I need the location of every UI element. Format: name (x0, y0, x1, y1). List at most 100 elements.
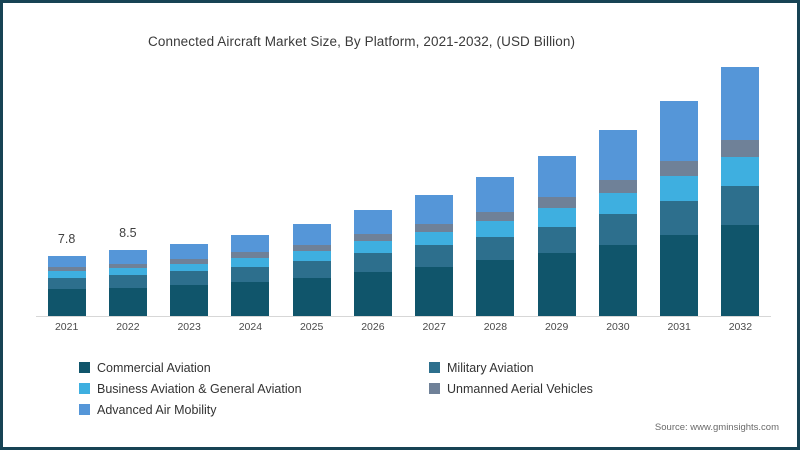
legend-label: Unmanned Aerial Vehicles (447, 381, 593, 396)
bar-segment[interactable] (721, 139, 760, 158)
legend-swatch-icon (79, 404, 90, 415)
bar-segment[interactable] (353, 234, 392, 242)
x-axis-tick-2023: 2023 (177, 321, 201, 333)
x-axis-tick-2031: 2031 (667, 321, 691, 333)
bar-segment[interactable] (353, 253, 392, 273)
bar-value-label-2021: 7.8 (57, 231, 76, 246)
bar-segment[interactable] (415, 232, 454, 246)
bar-column-2029[interactable] (537, 155, 576, 317)
x-axis-line (36, 316, 771, 317)
bar-segment[interactable] (231, 235, 270, 253)
bar-segment[interactable] (660, 161, 699, 177)
bar-segment[interactable] (721, 66, 760, 140)
bar-segment[interactable] (353, 272, 392, 317)
bar-column-2023[interactable] (170, 243, 209, 317)
bar-segment[interactable] (598, 192, 637, 214)
legend-item-business-aviation-general-aviation[interactable]: Business Aviation & General Aviation (79, 382, 429, 396)
bar-segment[interactable] (537, 155, 576, 198)
bar-segment[interactable] (721, 185, 760, 225)
x-axis-tick-2022: 2022 (116, 321, 140, 333)
bar-column-2030[interactable] (598, 129, 637, 317)
bar-segment[interactable] (476, 176, 515, 212)
legend-swatch-icon (429, 383, 440, 394)
bar-column-2026[interactable] (353, 210, 392, 317)
bar-segment[interactable] (170, 263, 209, 272)
bar-segment[interactable] (476, 260, 515, 317)
bar-segment[interactable] (108, 263, 147, 269)
bar-segment[interactable] (47, 255, 86, 268)
bar-segment[interactable] (598, 129, 637, 181)
bar-segment[interactable] (660, 235, 699, 317)
bar-segment[interactable] (292, 261, 331, 278)
bar-segment[interactable] (476, 221, 515, 237)
legend-swatch-icon (79, 383, 90, 394)
bar-segment[interactable] (598, 180, 637, 193)
x-axis-tick-2028: 2028 (483, 321, 508, 333)
legend-item-military-aviation[interactable]: Military Aviation (429, 361, 534, 375)
bar-segment[interactable] (476, 211, 515, 221)
bar-segment[interactable] (292, 250, 331, 262)
bar-segment[interactable] (537, 208, 576, 227)
bar-segment[interactable] (231, 281, 270, 317)
bar-segment[interactable] (47, 271, 86, 278)
bar-segment[interactable] (108, 250, 147, 264)
bar-segment[interactable] (108, 268, 147, 276)
bar-segment[interactable] (47, 277, 86, 290)
bar-segment[interactable] (537, 197, 576, 209)
chart-title: Connected Aircraft Market Size, By Platf… (148, 34, 576, 49)
bar-segment[interactable] (47, 289, 86, 317)
bar-column-2032[interactable] (721, 66, 760, 317)
legend-swatch-icon (79, 362, 90, 373)
legend-item-unmanned-aerial-vehicles[interactable]: Unmanned Aerial Vehicles (429, 382, 593, 396)
legend-swatch-icon (429, 362, 440, 373)
bar-segment[interactable] (170, 271, 209, 285)
bar-segment[interactable] (292, 277, 331, 317)
bar-column-2028[interactable] (476, 176, 515, 317)
bar-segment[interactable] (170, 284, 209, 317)
bar-segment[interactable] (598, 244, 637, 317)
bar-column-2027[interactable] (415, 195, 454, 317)
bar-segment[interactable] (660, 200, 699, 236)
x-axis-tick-2027: 2027 (422, 321, 446, 333)
bar-column-2031[interactable] (660, 100, 699, 317)
bar-segment[interactable] (292, 224, 331, 245)
bar-segment[interactable] (47, 267, 86, 272)
bar-segment[interactable] (415, 266, 454, 317)
x-axis-tick-2025: 2025 (299, 321, 324, 333)
bar-column-2024[interactable] (231, 235, 270, 317)
bar-segment[interactable] (598, 213, 637, 245)
bar-segment[interactable] (231, 257, 270, 267)
bar-segment[interactable] (415, 245, 454, 267)
bar-column-2021[interactable] (47, 255, 86, 317)
x-axis-tick-2032: 2032 (728, 321, 753, 333)
bar-segment[interactable] (721, 224, 760, 317)
bar-segment[interactable] (415, 224, 454, 233)
bar-column-2022[interactable] (108, 250, 147, 317)
bar-segment[interactable] (353, 241, 392, 254)
bar-segment[interactable] (537, 226, 576, 254)
bar-segment[interactable] (170, 243, 209, 259)
legend-label: Advanced Air Mobility (97, 402, 217, 417)
bar-segment[interactable] (108, 275, 147, 288)
bar-segment[interactable] (108, 287, 147, 317)
bar-segment[interactable] (353, 210, 392, 235)
bar-segment[interactable] (292, 244, 331, 251)
bar-segment[interactable] (721, 157, 760, 186)
legend-label: Military Aviation (447, 360, 534, 375)
bar-segment[interactable] (476, 236, 515, 261)
x-axis-tick-2021: 2021 (54, 321, 79, 333)
legend-item-commercial-aviation[interactable]: Commercial Aviation (79, 361, 429, 375)
bar-segment[interactable] (231, 252, 270, 258)
bar-segment[interactable] (415, 195, 454, 225)
bar-segment[interactable] (231, 266, 270, 282)
legend-row: Commercial Aviation Military Aviation (79, 357, 719, 378)
x-axis-tick-2029: 2029 (544, 321, 569, 333)
bar-segment[interactable] (170, 258, 209, 264)
bar-segment[interactable] (660, 176, 699, 201)
bar-segment[interactable] (660, 100, 699, 162)
source-note: Source: www.gminsights.com (654, 422, 779, 433)
legend-label: Commercial Aviation (97, 360, 211, 375)
legend-item-advanced-air-mobility[interactable]: Advanced Air Mobility (79, 403, 429, 417)
bar-segment[interactable] (537, 253, 576, 317)
bar-column-2025[interactable] (292, 224, 331, 317)
